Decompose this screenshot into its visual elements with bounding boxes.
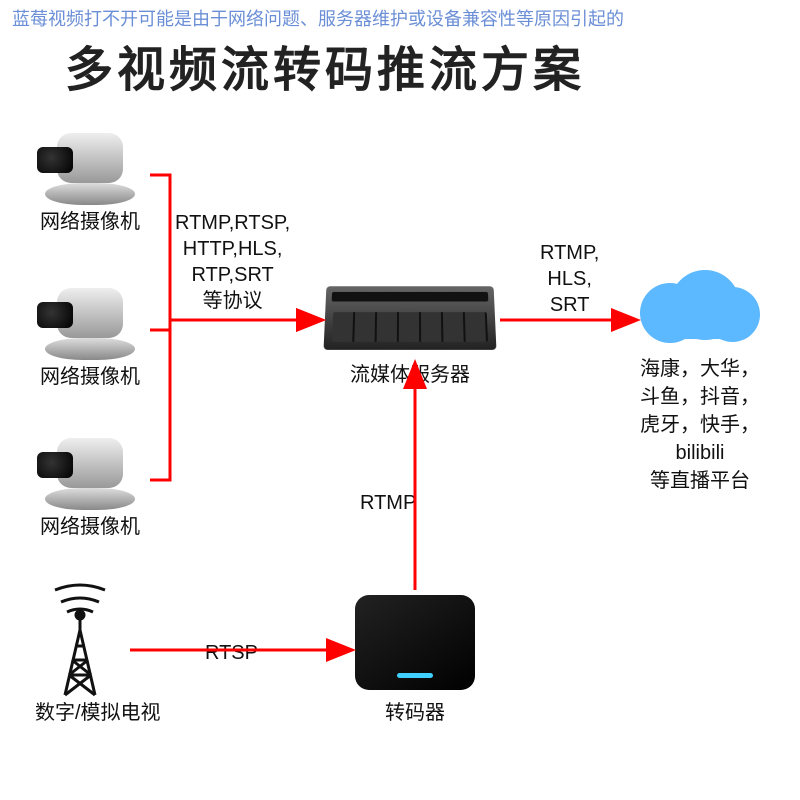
cloud-platforms: 海康，大华， 斗鱼，抖音， 虎牙，快手， bilibili 等直播平台 bbox=[640, 265, 760, 495]
antenna-icon bbox=[35, 580, 125, 700]
diagram-title: 多视频流转码推流方案 bbox=[65, 30, 585, 100]
encoder-icon bbox=[355, 595, 475, 690]
server-label: 流媒体服务器 bbox=[325, 358, 495, 387]
cloud-label: 海康，大华， 斗鱼，抖音， 虎牙，快手， bilibili 等直播平台 bbox=[640, 355, 760, 495]
encoder: 转码器 bbox=[355, 595, 475, 725]
cloud-icon bbox=[640, 265, 760, 345]
protocol-rtmp: RTMP bbox=[360, 490, 416, 516]
camera-2: 网络摄像机 bbox=[35, 280, 145, 389]
camera-icon bbox=[35, 280, 145, 360]
camera-3: 网络摄像机 bbox=[35, 430, 145, 539]
protocol-cameras: RTMP,RTSP, HTTP,HLS, RTP,SRT 等协议 bbox=[175, 210, 290, 314]
page-caption: 蓝莓视频打不开可能是由于网络问题、服务器维护或设备兼容性等原因引起的 bbox=[12, 6, 788, 33]
camera-2-label: 网络摄像机 bbox=[35, 360, 145, 389]
tv-tower: 数字/模拟电视 bbox=[35, 580, 161, 725]
camera-icon bbox=[35, 430, 145, 510]
protocol-output: RTMP, HLS, SRT bbox=[540, 240, 599, 318]
media-server: 流媒体服务器 bbox=[325, 285, 495, 387]
camera-3-label: 网络摄像机 bbox=[35, 510, 145, 539]
camera-icon bbox=[35, 125, 145, 205]
camera-1: 网络摄像机 bbox=[35, 125, 145, 234]
server-icon bbox=[324, 286, 497, 350]
arrow-cam2-server bbox=[150, 320, 320, 330]
protocol-rtsp: RTSP bbox=[205, 640, 258, 666]
tower-label: 数字/模拟电视 bbox=[35, 696, 161, 725]
encoder-label: 转码器 bbox=[355, 696, 475, 725]
camera-1-label: 网络摄像机 bbox=[35, 205, 145, 234]
arrow-cam3-server bbox=[150, 320, 320, 480]
